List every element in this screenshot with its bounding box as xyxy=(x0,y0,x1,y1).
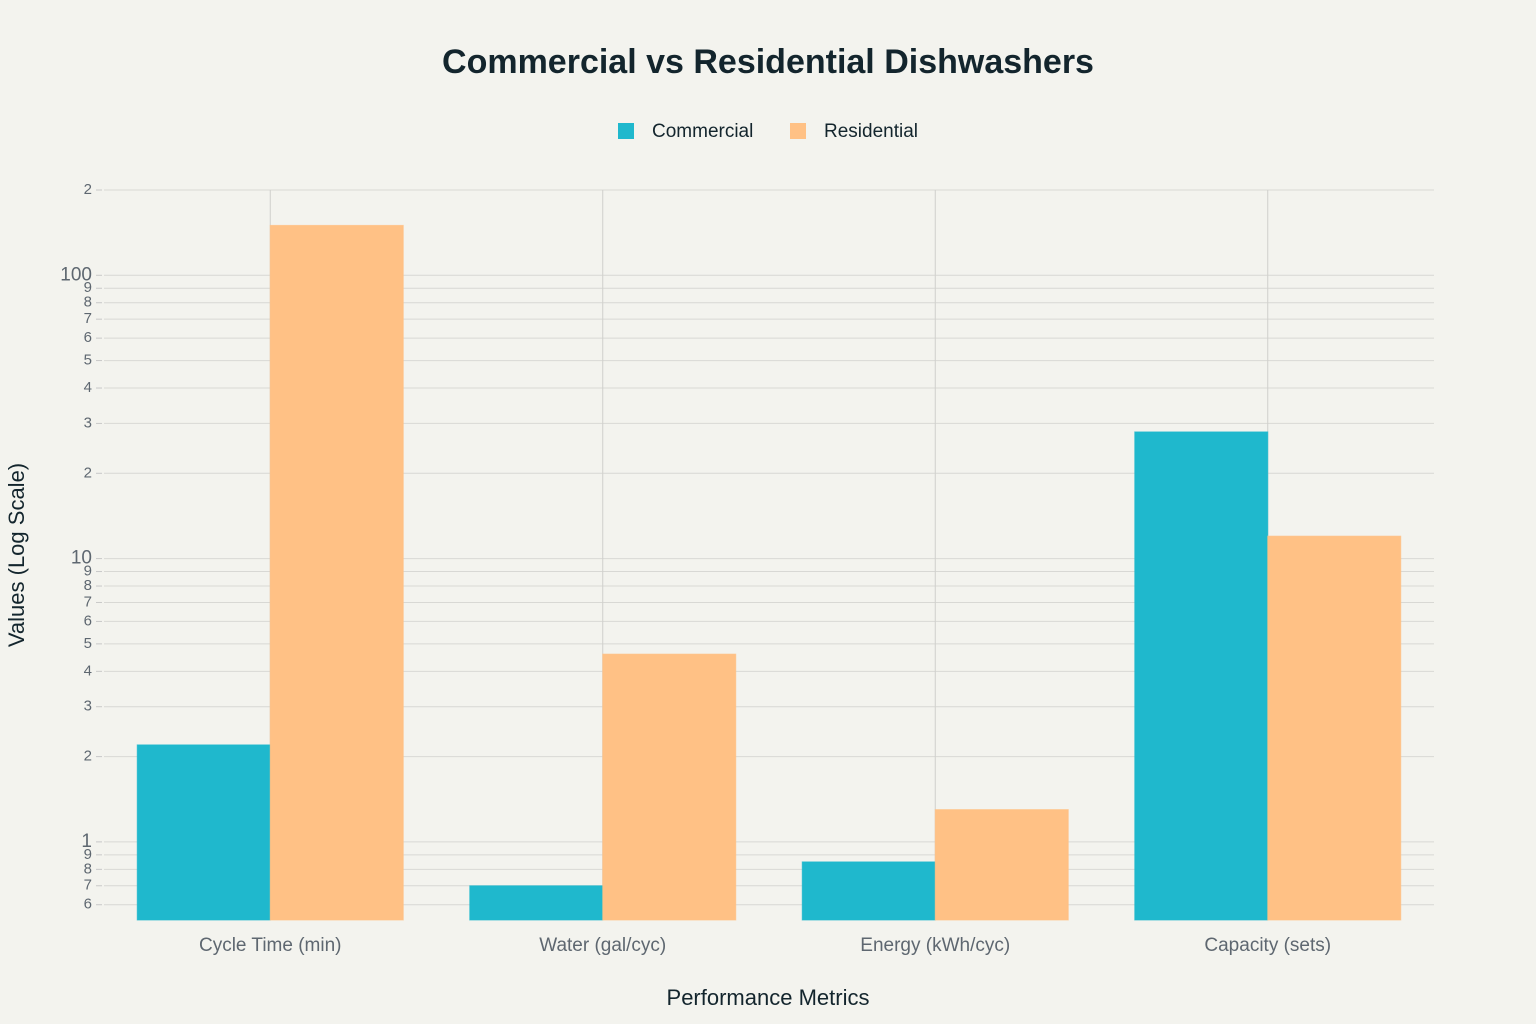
bar xyxy=(1267,535,1402,921)
bar xyxy=(269,224,404,921)
y-tick-label: 7 xyxy=(84,877,92,894)
y-tick-label: 1 xyxy=(81,831,92,852)
bar xyxy=(469,885,604,921)
bar xyxy=(1134,431,1269,921)
bar xyxy=(801,861,936,921)
x-tick-label: Water (gal/cyc) xyxy=(539,935,666,956)
legend-swatch xyxy=(618,123,634,139)
y-tick-label: 7 xyxy=(84,593,92,610)
y-tick-label: 9 xyxy=(84,563,92,580)
y-tick-label: 7 xyxy=(84,310,92,327)
y-tick-label: 9 xyxy=(84,279,92,296)
y-tick-label: 6 xyxy=(84,612,92,629)
y-tick-label: 8 xyxy=(84,860,92,877)
y-tick-label: 5 xyxy=(84,635,92,652)
y-tick-label: 8 xyxy=(84,294,92,311)
legend-label: Commercial xyxy=(652,121,753,142)
y-tick-label: 5 xyxy=(84,352,92,369)
bar xyxy=(934,809,1069,921)
y-tick-label: 3 xyxy=(84,414,92,431)
y-tick-label: 8 xyxy=(84,577,92,594)
x-tick-label: Energy (kWh/cyc) xyxy=(860,935,1010,956)
bar xyxy=(136,744,271,921)
x-tick-label: Cycle Time (min) xyxy=(199,935,342,956)
y-tick-label: 2 xyxy=(84,464,92,481)
chart-title: Commercial vs Residential Dishwashers xyxy=(442,43,1094,81)
y-tick-label: 2 xyxy=(84,181,92,198)
y-tick-label: 10 xyxy=(71,548,92,569)
y-axis-title: Values (Log Scale) xyxy=(4,463,29,647)
x-tick-label: Capacity (sets) xyxy=(1204,935,1331,956)
x-axis-title: Performance Metrics xyxy=(667,985,870,1010)
legend-swatch xyxy=(790,123,806,139)
y-tick-label: 3 xyxy=(84,698,92,715)
legend-label: Residential xyxy=(824,121,918,142)
y-tick-label: 4 xyxy=(84,662,92,679)
y-tick-label: 4 xyxy=(84,379,92,396)
y-tick-label: 2 xyxy=(84,748,92,765)
y-tick-label: 6 xyxy=(84,896,92,913)
y-tick-label: 6 xyxy=(84,329,92,346)
bar xyxy=(602,653,737,921)
y-tick-label: 100 xyxy=(60,264,92,285)
y-tick-label: 9 xyxy=(84,846,92,863)
